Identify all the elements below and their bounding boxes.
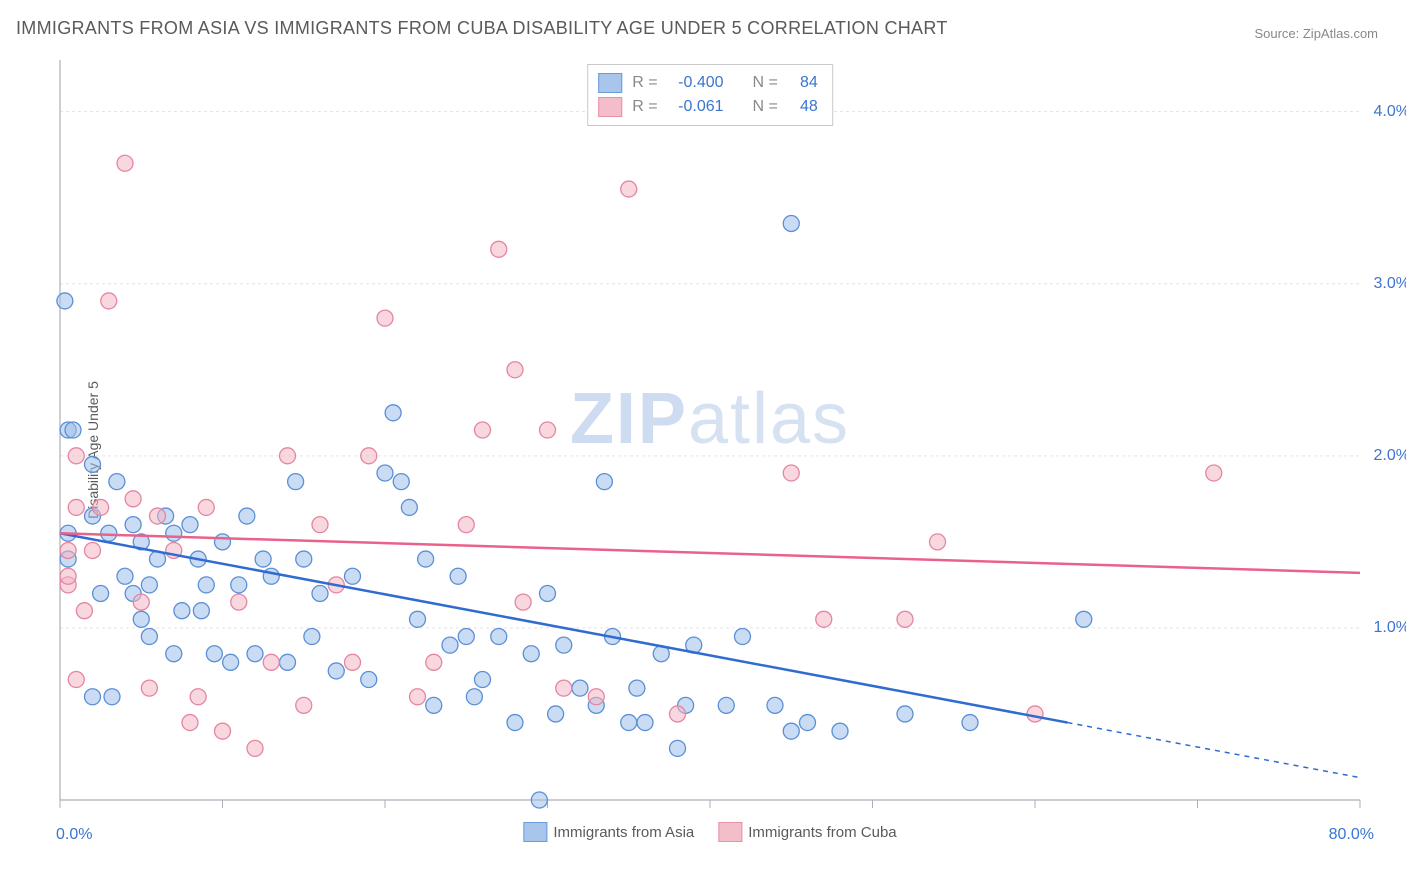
y-tick-label: 2.0%	[1374, 447, 1406, 465]
stats-row-cuba: R = -0.061 N = 48	[598, 95, 818, 119]
n-label: N =	[752, 71, 777, 95]
legend-item-asia: Immigrants from Asia	[523, 822, 694, 842]
x-axis-end-label: 80.0%	[1329, 826, 1374, 844]
chart-area: Disability Age Under 5 ZIPatlas R = -0.4…	[50, 60, 1370, 840]
y-tick-label: 3.0%	[1374, 275, 1406, 293]
x-axis-start-label: 0.0%	[56, 826, 92, 844]
n-value-asia: 84	[788, 71, 818, 95]
chart-title: IMMIGRANTS FROM ASIA VS IMMIGRANTS FROM …	[16, 18, 948, 39]
stats-legend: R = -0.400 N = 84 R = -0.061 N = 48	[587, 64, 833, 126]
y-tick-label: 1.0%	[1374, 619, 1406, 637]
stats-row-asia: R = -0.400 N = 84	[598, 71, 818, 95]
swatch-cuba	[598, 97, 622, 117]
n-value-cuba: 48	[788, 95, 818, 119]
y-tick-label: 4.0%	[1374, 103, 1406, 121]
legend-label-cuba: Immigrants from Cuba	[748, 824, 896, 841]
r-label: R =	[632, 71, 657, 95]
legend-item-cuba: Immigrants from Cuba	[718, 822, 896, 842]
r-value-cuba: -0.061	[668, 95, 724, 119]
r-label: R =	[632, 95, 657, 119]
n-label: N =	[752, 95, 777, 119]
swatch-asia	[598, 73, 622, 93]
source-attribution: Source: ZipAtlas.com	[1254, 26, 1378, 41]
legend-label-asia: Immigrants from Asia	[553, 824, 694, 841]
r-value-asia: -0.400	[668, 71, 724, 95]
bottom-legend: Immigrants from Asia Immigrants from Cub…	[523, 822, 896, 842]
swatch-asia	[523, 822, 547, 842]
scatter-chart	[50, 60, 1370, 840]
swatch-cuba	[718, 822, 742, 842]
